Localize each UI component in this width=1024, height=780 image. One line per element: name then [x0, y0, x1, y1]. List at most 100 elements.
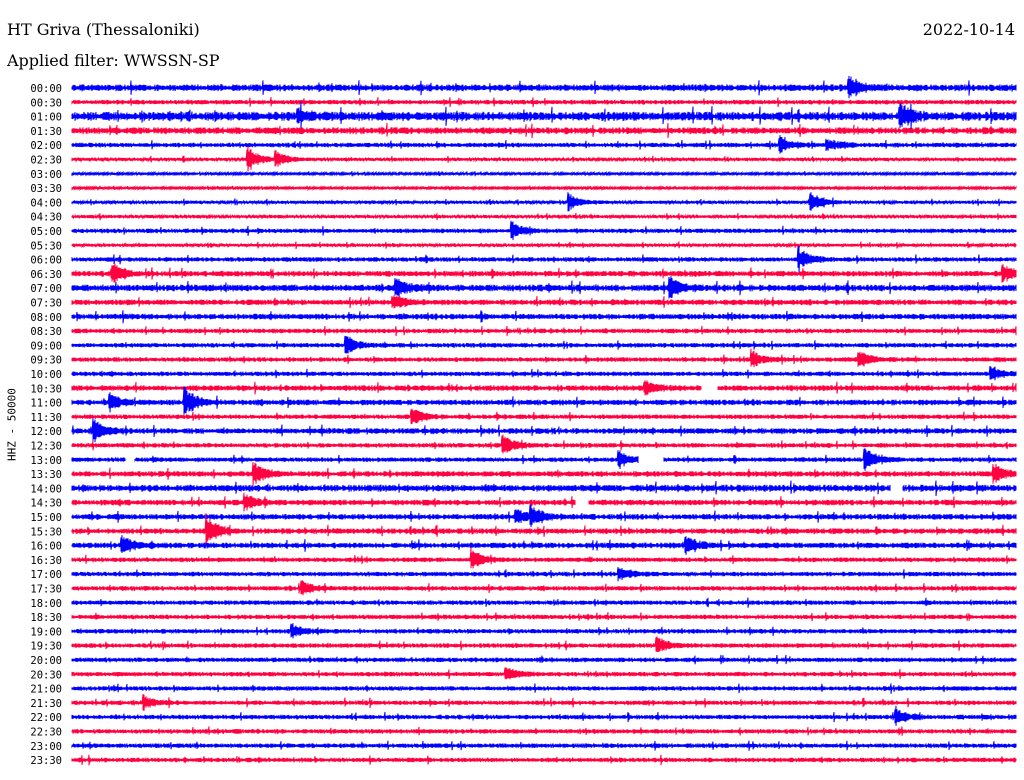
time-label: 17:00 [30, 569, 62, 581]
trace-0400 [71, 192, 1017, 212]
trace-0500 [71, 220, 1017, 241]
trace-0730 [71, 295, 1017, 309]
time-label: 18:00 [30, 598, 62, 610]
time-label: 11:30 [30, 412, 62, 424]
time-label: 06:00 [30, 255, 62, 267]
time-label: 02:00 [30, 140, 62, 152]
trace-1730 [71, 580, 1017, 596]
time-label: 15:00 [30, 512, 62, 524]
station-title: HT Griva (Thessaloniki) [7, 20, 200, 39]
time-label: 16:00 [30, 541, 62, 553]
trace-0830 [71, 325, 1017, 337]
trace-2030 [71, 667, 1017, 680]
trace-0200 [71, 135, 1017, 154]
time-label: 00:30 [30, 97, 62, 109]
time-label: 07:30 [30, 298, 62, 310]
time-label: 19:30 [30, 641, 62, 653]
time-label: 13:00 [30, 455, 62, 467]
time-label: 03:00 [30, 169, 62, 181]
time-label: 17:30 [30, 584, 62, 596]
trace-1300 [71, 448, 1017, 471]
time-label: 11:00 [30, 398, 62, 410]
time-label: 20:30 [30, 669, 62, 681]
time-label: 13:30 [30, 469, 62, 481]
time-label: 21:00 [30, 684, 62, 696]
time-label: 14:30 [30, 498, 62, 510]
trace-0000 [71, 75, 1017, 99]
time-label: 14:00 [30, 483, 62, 495]
trace-1500 [71, 504, 1017, 528]
trace-1900 [71, 623, 1017, 639]
time-label: 08:30 [30, 326, 62, 338]
trace-1800 [71, 597, 1017, 608]
trace-0900 [71, 335, 1017, 354]
trace-0230 [71, 146, 1017, 172]
time-label: 21:30 [30, 698, 62, 710]
time-label: 09:30 [30, 355, 62, 367]
trace-2100 [71, 683, 1017, 694]
trace-1130 [71, 408, 1017, 425]
time-label: 12:00 [30, 426, 62, 438]
trace-0700 [71, 276, 1017, 299]
trace-1530 [71, 513, 1017, 547]
time-label: 03:30 [30, 183, 62, 195]
trace-1630 [71, 547, 1017, 569]
trace-2300 [71, 740, 1017, 751]
time-label: 08:00 [30, 312, 62, 324]
time-label: 04:30 [30, 212, 62, 224]
time-label: 16:30 [30, 555, 62, 567]
trace-0100 [71, 101, 1017, 130]
time-label: 15:30 [30, 526, 62, 538]
time-label: 00:00 [30, 83, 62, 95]
time-label: 19:00 [30, 626, 62, 638]
trace-2330 [71, 754, 1017, 766]
trace-2200 [71, 705, 1017, 726]
time-label: 02:30 [30, 155, 62, 167]
trace-0600 [71, 245, 1017, 274]
time-label: 01:00 [30, 112, 62, 124]
trace-1230 [71, 434, 1017, 454]
record-date: 2022-10-14 [922, 20, 1015, 39]
time-label: 23:30 [30, 755, 62, 767]
trace-1430 [71, 492, 1017, 512]
trace-0930 [71, 348, 1017, 368]
trace-1330 [71, 462, 1017, 486]
trace-2230 [71, 726, 1017, 736]
trace-1700 [71, 566, 1017, 582]
time-label: 22:00 [30, 712, 62, 724]
trace-0800 [71, 310, 1017, 324]
trace-1830 [71, 612, 1017, 622]
trace-0630 [71, 263, 1017, 283]
trace-1100 [71, 386, 1017, 415]
trace-1400 [71, 480, 1017, 497]
trace-2000 [71, 654, 1017, 665]
trace-0430 [71, 212, 1017, 221]
time-label: 04:00 [30, 197, 62, 209]
trace-0330 [71, 184, 1017, 192]
time-label: 10:00 [30, 369, 62, 381]
time-label: 05:30 [30, 240, 62, 252]
trace-2130 [71, 694, 1017, 711]
time-label: 07:00 [30, 283, 62, 295]
time-label: 01:30 [30, 126, 62, 138]
trace-0030 [71, 97, 1017, 108]
filter-label: Applied filter: WWSSN-SP [7, 51, 220, 70]
time-label: 12:30 [30, 441, 62, 453]
time-label: 05:00 [30, 226, 62, 238]
trace-0130 [71, 122, 1017, 139]
time-label: 23:00 [30, 741, 62, 753]
time-label: 18:30 [30, 612, 62, 624]
time-label: 06:30 [30, 269, 62, 281]
trace-1200 [71, 417, 1017, 443]
time-label: 10:30 [30, 383, 62, 395]
time-label: 22:30 [30, 727, 62, 739]
time-label: 20:00 [30, 655, 62, 667]
trace-0530 [71, 241, 1017, 250]
trace-1000 [71, 366, 1017, 381]
trace-1030 [71, 380, 1017, 396]
trace-0300 [71, 170, 1017, 177]
trace-1600 [71, 535, 1017, 555]
time-label: 09:00 [30, 340, 62, 352]
trace-1930 [71, 636, 1017, 653]
